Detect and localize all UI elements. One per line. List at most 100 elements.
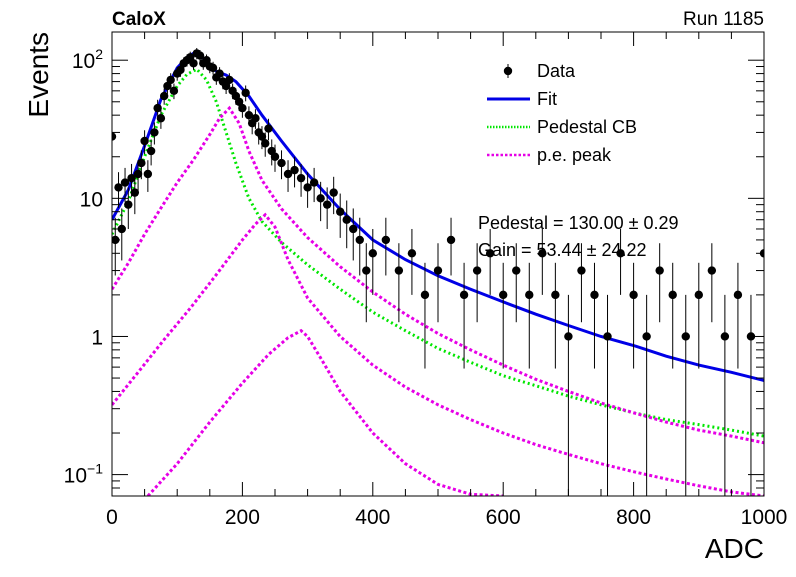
data-point <box>117 224 126 234</box>
data-point <box>270 152 280 161</box>
data-point <box>195 51 205 60</box>
data-point <box>446 235 456 245</box>
run-label: Run 1185 <box>683 9 764 30</box>
legend: Data Fit Pedestal CB p.e. peak <box>487 61 637 165</box>
data-point <box>322 200 332 209</box>
data-point <box>433 266 443 275</box>
data-point <box>303 183 312 192</box>
data-point <box>296 173 306 183</box>
y-tick-label: 10 <box>80 188 103 211</box>
data-point <box>244 110 254 120</box>
data-point <box>420 290 430 300</box>
data-points-layer <box>112 47 764 496</box>
data-point <box>238 103 247 113</box>
data-point <box>720 332 730 341</box>
data-point <box>329 188 338 197</box>
data-point <box>577 266 586 275</box>
data-point <box>277 158 286 168</box>
data-point <box>290 165 299 175</box>
data-point <box>166 75 175 85</box>
data-point <box>368 249 377 258</box>
data-point <box>241 88 250 98</box>
legend-data-marker <box>503 66 513 76</box>
data-point <box>616 249 625 258</box>
gain-fit-value: Gain = 53.44 ± 24.22 <box>478 240 647 260</box>
data-point <box>143 169 153 179</box>
y-tick-label: 102 <box>72 46 103 73</box>
x-tick-label: 1000 <box>741 506 788 529</box>
data-point <box>130 188 140 197</box>
experiment-label: CaloX <box>112 9 166 30</box>
legend-label-fit: Fit <box>537 89 557 109</box>
data-point <box>120 178 130 187</box>
data-point <box>208 63 218 73</box>
x-tick-label: 0 <box>106 506 118 529</box>
data-point <box>150 128 159 137</box>
data-point <box>137 158 146 168</box>
data-point <box>349 224 358 234</box>
data-point <box>114 183 123 192</box>
data-point <box>202 55 211 65</box>
x-tick-label: 600 <box>486 506 521 529</box>
data-point <box>153 103 162 113</box>
y-tick-label: 10−1 <box>64 461 104 488</box>
legend-label-data: Data <box>537 61 576 81</box>
data-point <box>681 332 690 341</box>
data-point <box>733 290 743 300</box>
data-point <box>225 75 234 85</box>
data-point <box>642 332 651 341</box>
data-point <box>159 91 169 101</box>
data-point <box>257 132 267 141</box>
y-axis-title: Events <box>23 32 54 118</box>
legend-entry-fit: Fit <box>487 89 557 109</box>
data-point <box>156 114 166 123</box>
data-point <box>603 332 612 341</box>
data-point <box>283 169 293 179</box>
data-point <box>336 207 345 216</box>
data-point <box>707 266 717 275</box>
data-point <box>215 69 224 78</box>
data-point <box>316 194 325 203</box>
data-point <box>264 124 273 133</box>
data-point <box>140 136 149 146</box>
data-point <box>394 266 404 275</box>
data-point <box>146 146 156 156</box>
legend-label-pe-peak: p.e. peak <box>537 145 612 165</box>
data-point <box>133 169 143 179</box>
legend-entry-pedestal: Pedestal CB <box>487 117 637 137</box>
data-point <box>112 132 117 141</box>
x-tick-label: 400 <box>355 506 390 529</box>
data-point <box>551 290 560 300</box>
data-point <box>538 249 547 258</box>
series-p-e-peak-1-p-e <box>112 105 764 445</box>
data-point <box>261 139 270 148</box>
axes-layer: 0 200 400 600 800 1000 10−1 1 10 102 <box>64 32 788 529</box>
data-point <box>590 290 599 300</box>
data-point <box>124 200 133 209</box>
legend-entry-pe-peak: p.e. peak <box>487 145 612 165</box>
x-axis-title: ADC <box>705 533 764 564</box>
data-point <box>472 266 482 275</box>
data-point <box>407 249 417 258</box>
data-point <box>381 235 391 245</box>
legend-entry-data: Data <box>503 61 576 81</box>
data-point <box>189 59 198 68</box>
data-point <box>176 65 185 75</box>
data-point <box>342 215 351 224</box>
data-point <box>234 97 244 106</box>
data-point <box>525 290 534 300</box>
data-point <box>629 290 638 300</box>
data-point <box>499 290 508 300</box>
y-tick-label: 1 <box>91 326 103 349</box>
legend-label-pedestal: Pedestal CB <box>537 117 637 137</box>
data-point <box>251 114 260 123</box>
data-point <box>127 173 136 183</box>
data-point <box>564 332 573 341</box>
data-point <box>694 290 703 300</box>
data-point <box>459 290 469 300</box>
data-point <box>485 249 495 258</box>
data-point <box>309 178 319 187</box>
series-p-e-peak-2-p-e <box>112 212 764 496</box>
